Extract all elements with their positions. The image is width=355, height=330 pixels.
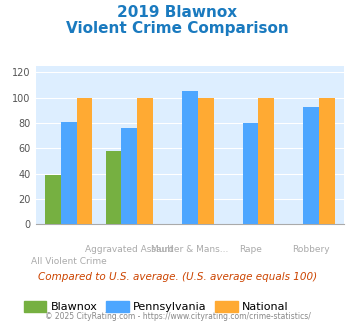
Text: Aggravated Assault: Aggravated Assault: [85, 245, 174, 254]
Bar: [303, 107, 319, 224]
Bar: [45, 175, 61, 224]
Text: Rape: Rape: [239, 245, 262, 254]
Text: Violent Crime Comparison: Violent Crime Comparison: [66, 21, 289, 36]
Bar: [258, 98, 274, 224]
Text: © 2025 CityRating.com - https://www.cityrating.com/crime-statistics/: © 2025 CityRating.com - https://www.city…: [45, 312, 310, 321]
Bar: [182, 91, 198, 224]
Text: Murder & Mans...: Murder & Mans...: [151, 245, 229, 254]
Bar: [121, 128, 137, 224]
Text: Robbery: Robbery: [292, 245, 330, 254]
Bar: [242, 123, 258, 224]
Text: 2019 Blawnox: 2019 Blawnox: [118, 5, 237, 20]
Bar: [106, 151, 121, 224]
Bar: [137, 98, 153, 224]
Bar: [77, 98, 92, 224]
Bar: [198, 98, 214, 224]
Text: Compared to U.S. average. (U.S. average equals 100): Compared to U.S. average. (U.S. average …: [38, 272, 317, 282]
Text: All Violent Crime: All Violent Crime: [31, 257, 107, 266]
Legend: Blawnox, Pennsylvania, National: Blawnox, Pennsylvania, National: [20, 296, 293, 317]
Bar: [61, 122, 77, 224]
Bar: [319, 98, 335, 224]
